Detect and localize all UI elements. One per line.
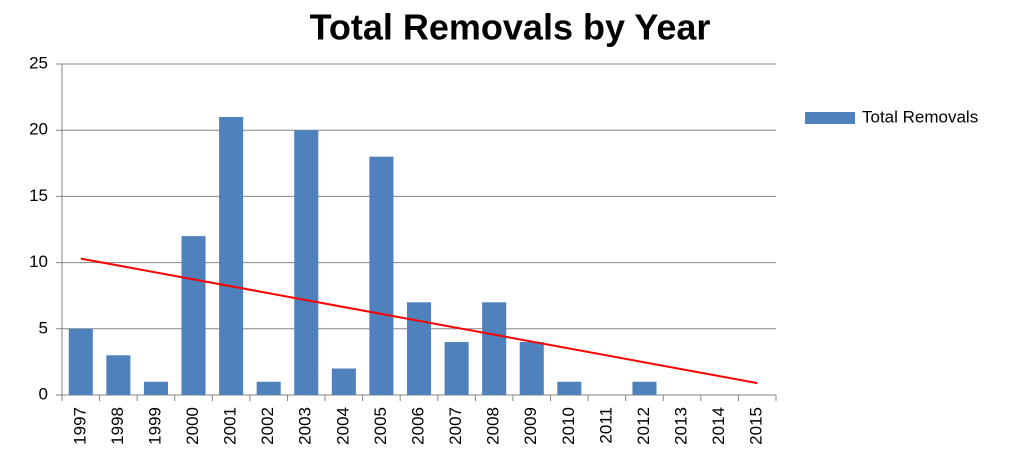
x-tick-label: 2001 <box>221 407 240 445</box>
bar <box>68 328 93 395</box>
x-tick-label: 1997 <box>70 407 89 445</box>
y-tick-label: 0 <box>39 384 48 403</box>
x-tick-label: 1998 <box>108 407 127 445</box>
bar <box>294 130 319 395</box>
x-tick-label: 2005 <box>371 407 390 445</box>
x-tick-label: 2007 <box>446 407 465 445</box>
x-tick-label: 2002 <box>258 407 277 445</box>
bar <box>256 381 281 395</box>
x-tick-label: 2000 <box>183 407 202 445</box>
legend-swatch <box>805 112 855 124</box>
x-tick-label: 2008 <box>484 407 503 445</box>
y-tick-label: 20 <box>29 120 48 139</box>
bar <box>406 302 432 395</box>
x-tick-label: 1999 <box>145 407 164 445</box>
bar <box>557 381 582 395</box>
bar <box>519 342 544 395</box>
y-tick-label: 10 <box>29 252 48 271</box>
x-tick-label: 2013 <box>672 407 691 445</box>
bar <box>482 302 507 395</box>
x-tick-label: 2004 <box>333 407 352 445</box>
y-tick-label: 25 <box>29 53 48 72</box>
x-tick-label: 2012 <box>634 407 653 445</box>
bar <box>106 355 131 395</box>
x-tick-label: 2009 <box>521 407 540 445</box>
bar <box>632 381 657 395</box>
bar <box>181 236 206 395</box>
bar <box>219 116 244 396</box>
x-tick-label: 2014 <box>709 407 728 445</box>
x-tick-label: 2015 <box>747 407 766 445</box>
trendline <box>80 257 758 385</box>
bar <box>369 156 394 395</box>
legend-label: Total Removals <box>862 107 978 126</box>
y-tick-label: 5 <box>39 318 48 337</box>
y-tick-label: 15 <box>29 186 48 205</box>
bar <box>143 381 168 395</box>
bar <box>331 368 356 395</box>
x-tick-label: 2010 <box>559 407 578 445</box>
chart-title: Total Removals by Year <box>310 7 711 48</box>
x-tick-label: 2003 <box>296 407 315 445</box>
bar <box>444 342 469 395</box>
x-tick-label: 2006 <box>408 407 427 445</box>
x-tick-label: 2011 <box>596 407 615 444</box>
